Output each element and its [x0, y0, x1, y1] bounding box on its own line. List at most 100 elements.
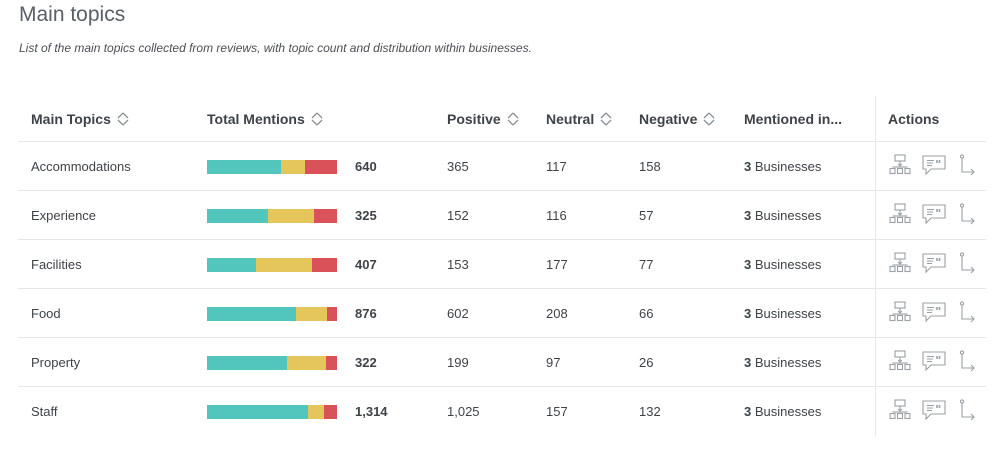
positive-segment — [207, 356, 288, 370]
drilldown-arrow-icon[interactable] — [956, 251, 980, 275]
positive-count: 152 — [447, 208, 469, 223]
positive-segment — [207, 307, 297, 321]
table-row: Food 876 602 208 66 3 Businesses — [0, 289, 999, 338]
positive-segment — [207, 209, 268, 223]
neutral-segment — [296, 307, 328, 321]
row-divider — [18, 337, 986, 338]
mentioned-in-businesses: 3 Businesses — [744, 306, 821, 321]
hierarchy-icon[interactable] — [888, 300, 912, 324]
total-mentions: 325 — [355, 208, 377, 223]
quote-bubble-icon[interactable] — [921, 202, 946, 226]
total-mentions: 322 — [355, 355, 377, 370]
negative-count: 77 — [639, 257, 654, 272]
topic-name: Staff — [31, 404, 58, 419]
table-row: Property 322 199 97 26 3 Businesses — [0, 338, 999, 387]
positive-count: 1,025 — [447, 404, 480, 419]
drilldown-arrow-icon[interactable] — [956, 300, 980, 324]
business-count: 3 — [744, 208, 752, 223]
sentiment-bar — [207, 160, 337, 174]
business-count: 3 — [744, 404, 752, 419]
header-main-topics[interactable]: Main Topics — [31, 111, 129, 127]
hierarchy-icon[interactable] — [888, 349, 912, 373]
negative-count: 26 — [639, 355, 654, 370]
neutral-count: 157 — [546, 404, 568, 419]
business-label: Businesses — [751, 208, 822, 223]
drilldown-arrow-icon[interactable] — [956, 349, 980, 373]
hierarchy-icon[interactable] — [888, 202, 912, 226]
quote-bubble-icon[interactable] — [921, 398, 946, 422]
positive-segment — [207, 160, 282, 174]
row-divider — [18, 288, 986, 289]
row-divider — [18, 190, 986, 191]
header-divider — [18, 141, 986, 142]
quote-bubble-icon[interactable] — [921, 153, 946, 177]
mentioned-in-businesses: 3 Businesses — [744, 159, 821, 174]
negative-segment — [323, 405, 337, 419]
header-negative[interactable]: Negative — [639, 111, 715, 127]
sort-icon — [600, 112, 612, 126]
total-mentions: 1,314 — [355, 404, 388, 419]
quote-bubble-icon[interactable] — [921, 300, 946, 324]
table-row: Staff 1,314 1,025 157 132 3 Businesses — [0, 387, 999, 436]
drilldown-arrow-icon[interactable] — [956, 398, 980, 422]
neutral-segment — [255, 258, 313, 272]
header-neutral[interactable]: Neutral — [546, 111, 612, 127]
header-positive[interactable]: Positive — [447, 111, 519, 127]
drilldown-arrow-icon[interactable] — [956, 202, 980, 226]
neutral-count: 97 — [546, 355, 561, 370]
sentiment-bar — [207, 307, 337, 321]
header-total-mentions[interactable]: Total Mentions — [207, 111, 323, 127]
positive-count: 365 — [447, 159, 469, 174]
mentioned-in-businesses: 3 Businesses — [744, 355, 821, 370]
mentioned-in-businesses: 3 Businesses — [744, 208, 821, 223]
negative-segment — [304, 160, 337, 174]
sentiment-bar — [207, 405, 337, 419]
negative-count: 57 — [639, 208, 654, 223]
header-mentioned-in: Mentioned in... — [744, 111, 842, 127]
negative-segment — [314, 209, 337, 223]
table-row: Experience 325 152 116 57 3 Businesses — [0, 191, 999, 240]
header-main-topics-label: Main Topics — [31, 111, 111, 127]
business-count: 3 — [744, 306, 752, 321]
total-mentions: 407 — [355, 257, 377, 272]
topic-name: Food — [31, 306, 61, 321]
positive-count: 199 — [447, 355, 469, 370]
business-label: Businesses — [751, 257, 822, 272]
total-mentions: 640 — [355, 159, 377, 174]
hierarchy-icon[interactable] — [888, 153, 912, 177]
negative-count: 66 — [639, 306, 654, 321]
neutral-count: 117 — [546, 159, 567, 174]
hierarchy-icon[interactable] — [888, 398, 912, 422]
sentiment-bar — [207, 258, 337, 272]
header-negative-label: Negative — [639, 111, 698, 127]
row-divider — [18, 239, 986, 240]
hierarchy-icon[interactable] — [888, 251, 912, 275]
quote-bubble-icon[interactable] — [921, 349, 946, 373]
topic-name: Facilities — [31, 257, 82, 272]
page-subtitle: List of the main topics collected from r… — [19, 41, 532, 55]
negative-count: 158 — [639, 159, 661, 174]
topic-name: Accommodations — [31, 159, 131, 174]
neutral-count: 177 — [546, 257, 568, 272]
business-label: Businesses — [751, 404, 822, 419]
negative-segment — [312, 258, 337, 272]
positive-count: 153 — [447, 257, 469, 272]
actions-column-divider — [875, 96, 876, 436]
topic-name: Experience — [31, 208, 97, 223]
sort-icon — [311, 112, 323, 126]
sort-icon — [703, 112, 715, 126]
business-label: Businesses — [751, 306, 822, 321]
negative-segment — [327, 307, 337, 321]
drilldown-arrow-icon[interactable] — [956, 153, 980, 177]
header-actions: Actions — [888, 111, 939, 127]
header-total-mentions-label: Total Mentions — [207, 111, 305, 127]
neutral-segment — [267, 209, 315, 223]
total-mentions: 876 — [355, 306, 377, 321]
mentioned-in-businesses: 3 Businesses — [744, 404, 821, 419]
positive-segment — [207, 405, 309, 419]
table-row: Facilities 407 153 177 77 3 Businesses — [0, 240, 999, 289]
sentiment-bar — [207, 209, 337, 223]
neutral-segment — [308, 405, 324, 419]
neutral-segment — [281, 160, 305, 174]
quote-bubble-icon[interactable] — [921, 251, 946, 275]
